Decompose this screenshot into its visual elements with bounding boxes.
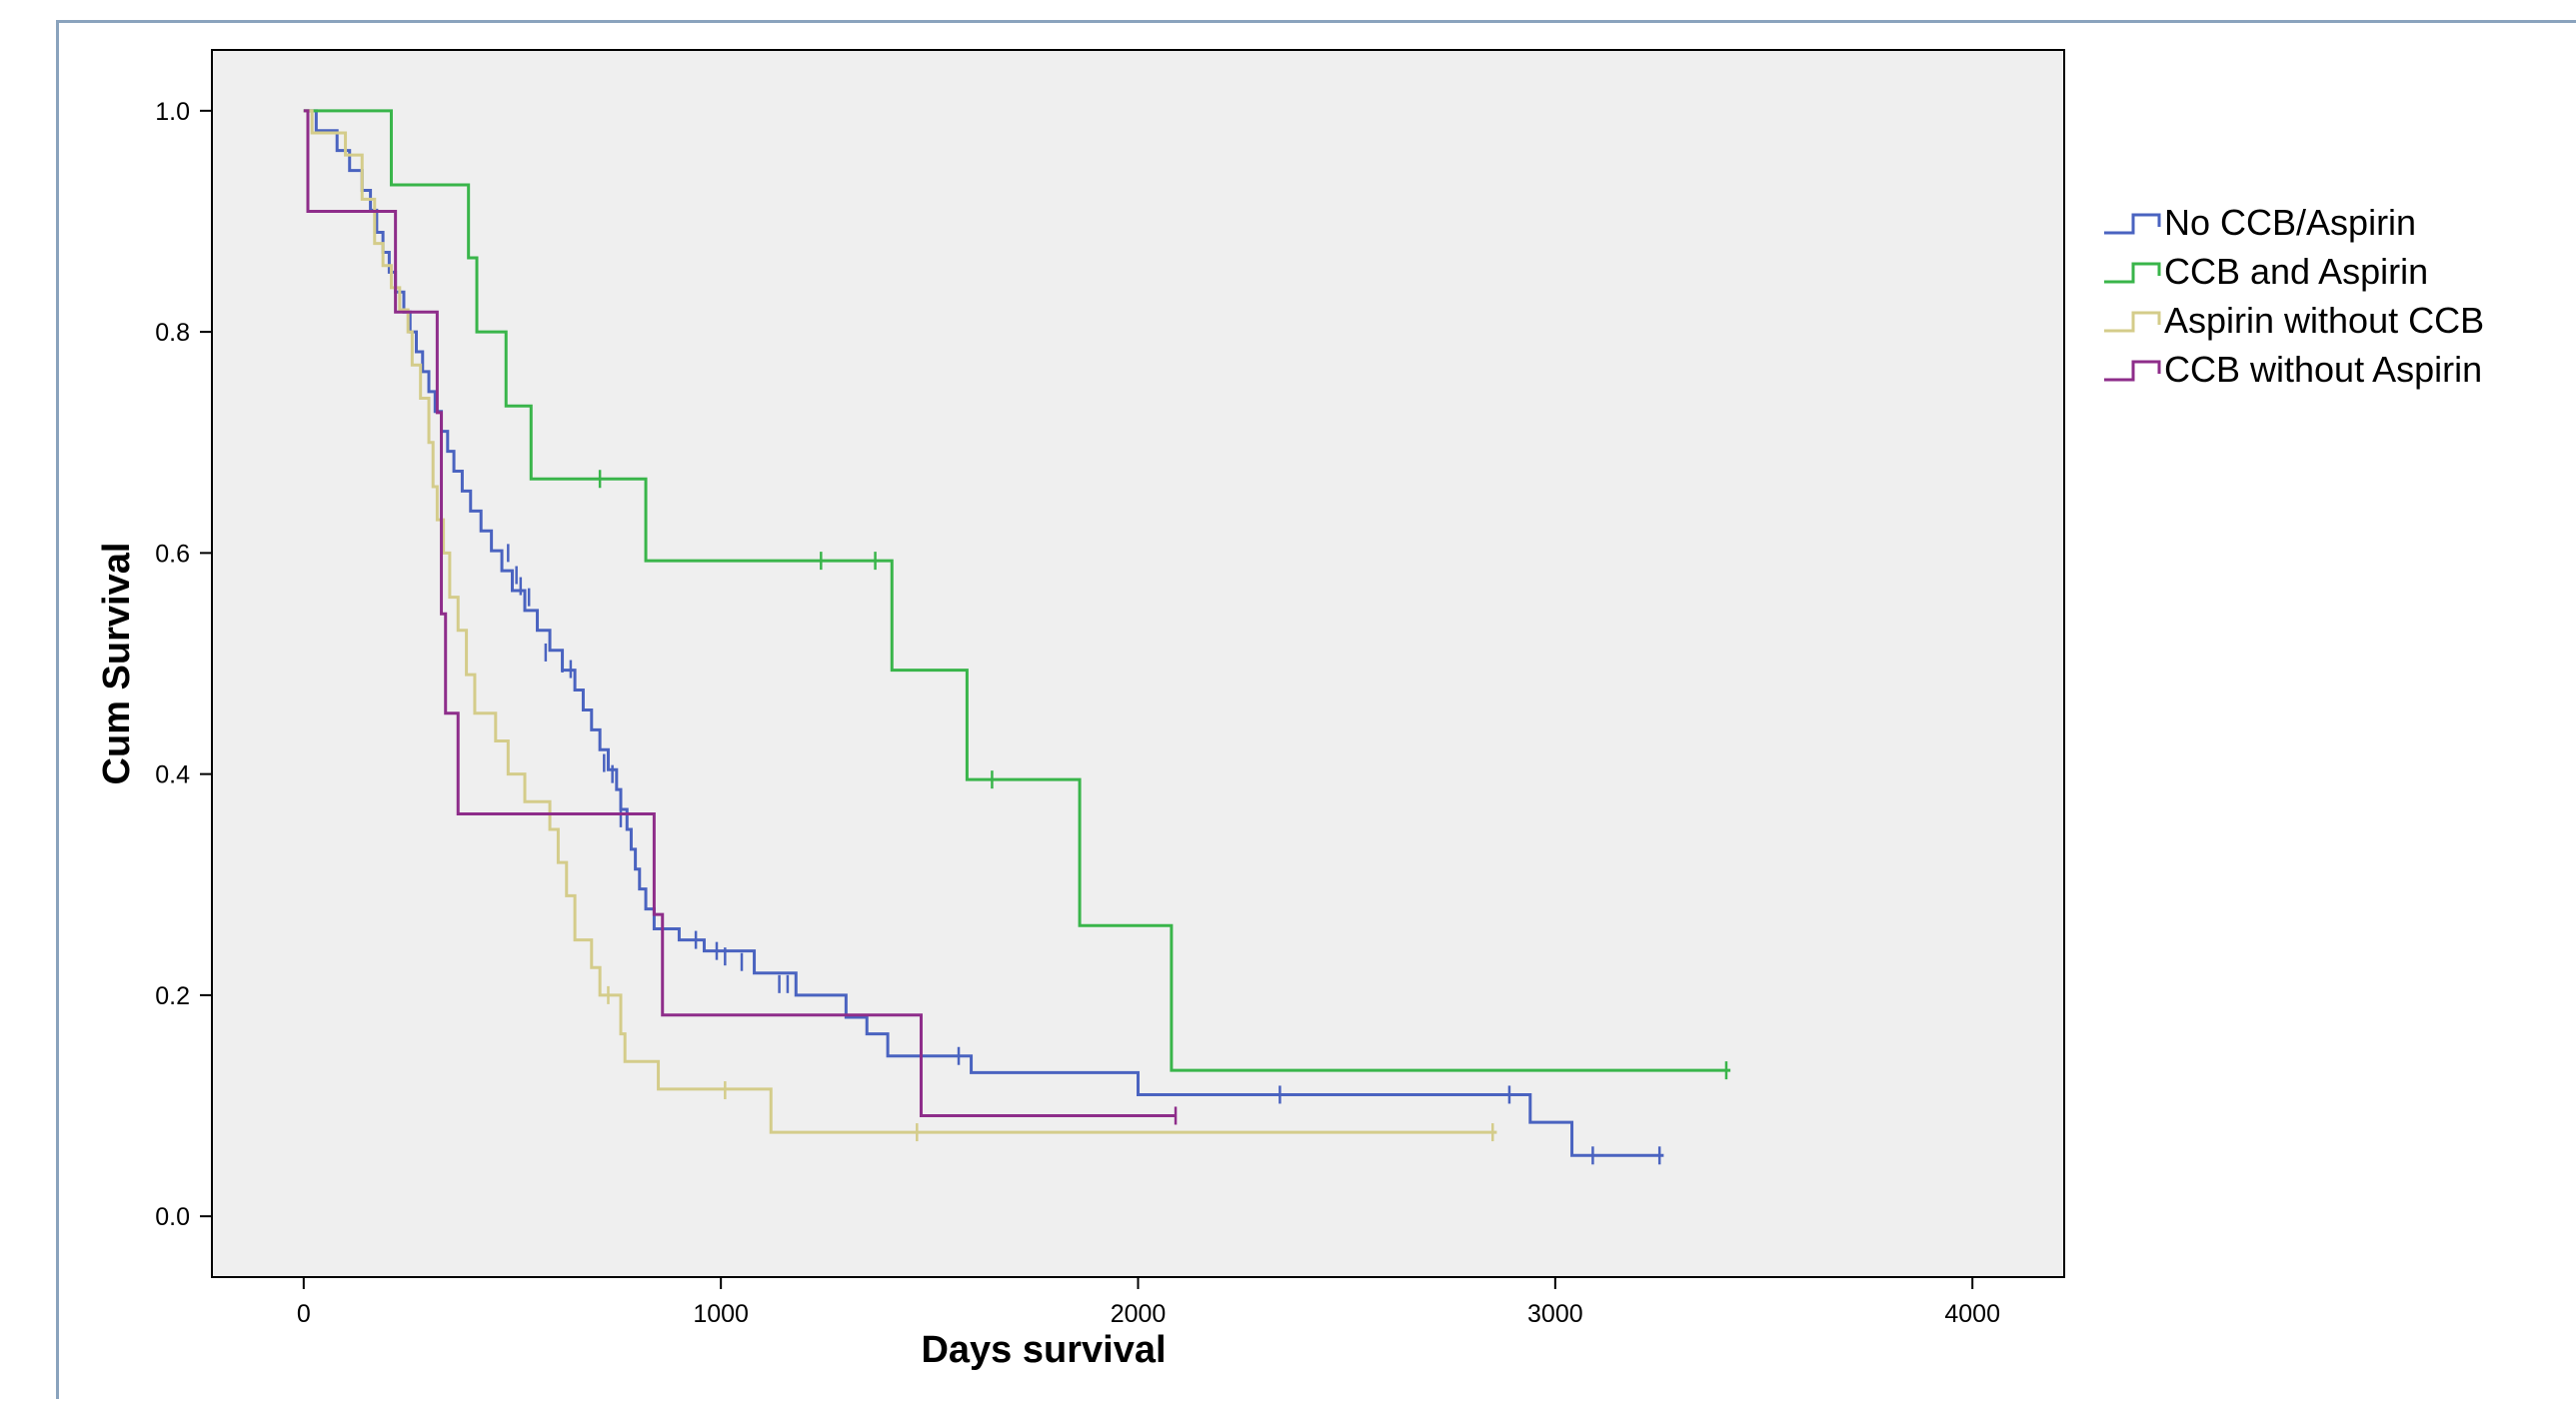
series-1: [303, 109, 1731, 1080]
y-tick-layer: 0.0 0.2 0.4 0.6 0.8 1.0: [155, 98, 212, 1231]
x-tick-label: 4000: [1944, 1300, 2000, 1328]
x-tick-label: 1000: [693, 1300, 749, 1328]
series-line: [303, 109, 1497, 1134]
series-line: [303, 109, 1177, 1117]
survival-chart: 0 1000 2000 3000 4000 0.0 0.2 0.4 0.6 0.8 1.0 Day…: [96, 49, 2484, 1371]
legend-swatch: [2104, 262, 2161, 284]
y-tick-label: 0.2: [155, 982, 190, 1010]
x-tick-layer: 0 1000 2000 3000 4000: [297, 1277, 2000, 1328]
legend-item: CCB and Aspirin: [2104, 251, 2428, 292]
legend-item: CCB without Aspirin: [2104, 349, 2482, 390]
legend-swatch: [2104, 360, 2161, 382]
series-line: [303, 109, 1731, 1072]
x-tick-label: 3000: [1527, 1300, 1583, 1328]
legend-item: Aspirin without CCB: [2104, 300, 2484, 341]
x-axis-title: Days survival: [921, 1329, 1166, 1371]
legend-label: No CCB/Aspirin: [2164, 202, 2416, 243]
series-layer: [303, 109, 1731, 1165]
series-2: [303, 109, 1497, 1142]
legend-label: Aspirin without CCB: [2164, 300, 2484, 341]
y-tick-label: 0.4: [155, 761, 190, 789]
legend-label: CCB without Aspirin: [2164, 349, 2482, 390]
legend-label: CCB and Aspirin: [2164, 251, 2428, 292]
y-tick-label: 1.0: [155, 98, 190, 126]
figure-frame: 0 1000 2000 3000 4000 0.0 0.2 0.4 0.6 0.8 1.0 Day…: [56, 20, 2576, 1399]
y-axis-title: Cum Survival: [96, 543, 138, 785]
y-tick-label: 0.8: [155, 319, 190, 347]
y-tick-label: 0.0: [155, 1203, 190, 1231]
series-3: [303, 109, 1178, 1125]
legend-swatch: [2104, 311, 2161, 333]
legend-item: No CCB/Aspirin: [2104, 202, 2416, 243]
x-tick-label: 2000: [1111, 1300, 1167, 1328]
figure-caption: [0, 0, 2576, 20]
legend-swatch: [2104, 213, 2161, 235]
y-tick-label: 0.6: [155, 540, 190, 568]
legend: No CCB/Aspirin CCB and Aspirin Aspirin wit…: [2104, 202, 2484, 390]
x-tick-label: 0: [297, 1300, 311, 1328]
